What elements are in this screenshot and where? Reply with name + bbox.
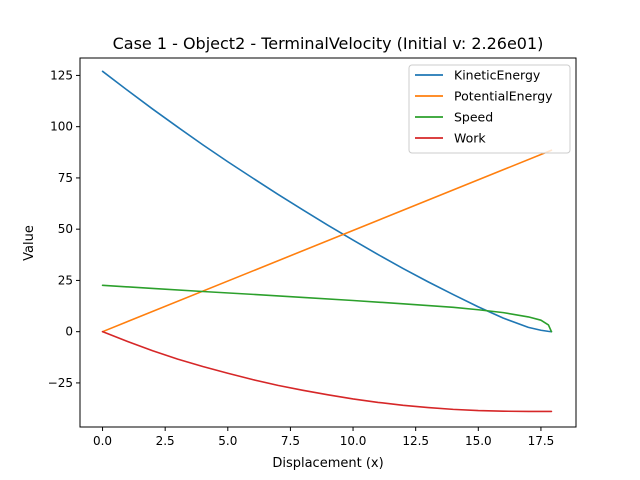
x-tick-label: 12.5	[402, 434, 429, 448]
plot-frame	[79, 57, 577, 428]
series-line-speed	[101, 284, 553, 333]
series-line-kineticenergy	[101, 70, 553, 333]
y-tick-label: −25	[48, 376, 73, 390]
legend-label-work: Work	[454, 131, 486, 146]
x-tick-label: 5.0	[218, 434, 237, 448]
y-axis-ticks: −25 0 25 50 75 100 125	[48, 68, 80, 390]
y-tick-label: 75	[58, 171, 73, 185]
x-axis-label: Displacement (x)	[272, 456, 383, 471]
series-line-work	[101, 330, 553, 413]
legend-label-potentialenergy: PotentialEnergy	[454, 89, 553, 104]
legend-label-kineticenergy: KineticEnergy	[454, 68, 541, 83]
legend-box	[408, 64, 571, 154]
x-tick-label: 0.0	[93, 434, 112, 448]
x-axis-ticks: 0.0 2.5 5.0 7.5 10.0 12.5 15.0 17.5	[93, 427, 554, 448]
plot-lines	[101, 70, 553, 413]
legend-label-speed: Speed	[454, 110, 493, 125]
x-tick-label: 17.5	[528, 434, 555, 448]
x-tick-label: 15.0	[465, 434, 492, 448]
y-tick-label: 100	[50, 120, 73, 134]
legend: KineticEnergy PotentialEnergy Speed Work	[408, 64, 571, 154]
y-tick-label: 50	[58, 222, 73, 236]
x-tick-label: 10.0	[340, 434, 367, 448]
y-axis-label: Value	[22, 225, 37, 261]
x-tick-label: 2.5	[156, 434, 175, 448]
chart-title: Case 1 - Object2 - TerminalVelocity (Ini…	[113, 34, 544, 53]
series-line-potentialenergy	[101, 149, 553, 333]
y-tick-label: 125	[50, 68, 73, 82]
x-tick-label: 7.5	[281, 434, 300, 448]
y-tick-label: 0	[65, 325, 73, 339]
y-tick-label: 25	[58, 273, 73, 287]
